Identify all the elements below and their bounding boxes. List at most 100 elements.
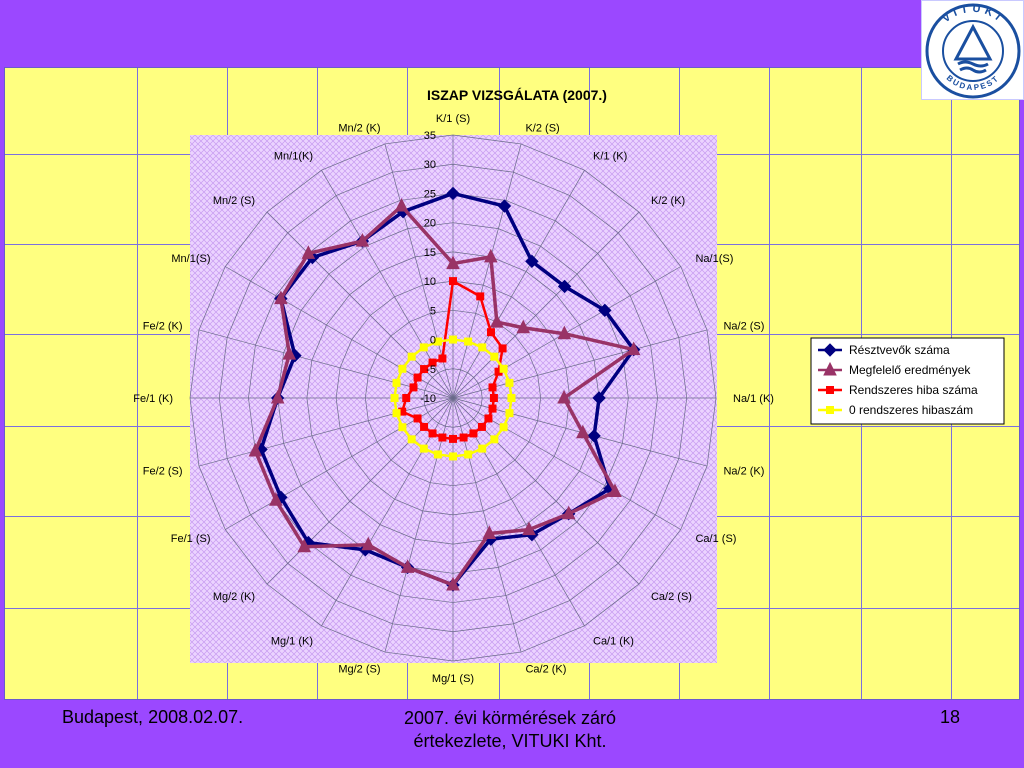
data-point xyxy=(459,433,468,442)
data-point xyxy=(608,483,622,498)
data-point xyxy=(449,335,457,344)
data-point xyxy=(420,422,429,431)
data-point xyxy=(433,450,442,459)
legend-label: Résztvevők száma xyxy=(849,343,950,357)
data-point xyxy=(626,341,641,356)
data-point xyxy=(398,423,407,432)
data-point xyxy=(489,394,498,402)
data-point xyxy=(464,337,473,346)
series-3 xyxy=(390,335,516,461)
data-point xyxy=(478,444,487,453)
data-point xyxy=(428,358,437,367)
radar-spoke xyxy=(452,143,522,399)
data-point xyxy=(449,277,457,286)
r-tick-label: 15 xyxy=(424,247,436,259)
category-label: Fe/1 (S) xyxy=(171,533,211,545)
category-label: Ca/1 (K) xyxy=(593,635,634,647)
r-tick-label: -10 xyxy=(420,393,436,405)
category-label: Mg/2 (K) xyxy=(213,591,255,603)
data-point xyxy=(823,343,837,357)
data-point xyxy=(433,337,442,346)
category-label: Mg/1 (S) xyxy=(432,673,474,685)
data-point xyxy=(400,559,415,573)
data-point xyxy=(361,536,376,551)
category-label: Ca/1 (S) xyxy=(695,533,736,545)
chart-title: ISZAP VIZSGÁLATA (2007.) xyxy=(427,87,607,103)
data-point xyxy=(419,444,428,453)
data-point xyxy=(557,325,572,340)
category-label: Na/1(S) xyxy=(695,253,733,265)
data-point xyxy=(394,197,409,212)
legend-label: Rendszeres hiba száma xyxy=(849,383,978,397)
data-point xyxy=(499,423,508,432)
data-point xyxy=(469,429,478,438)
gridline xyxy=(137,68,138,699)
page-number: 18 xyxy=(940,707,961,727)
category-label: Mn/2 (S) xyxy=(213,195,255,207)
data-point xyxy=(413,373,422,382)
data-point xyxy=(587,429,601,443)
data-point xyxy=(576,424,590,439)
category-label: K/1 (K) xyxy=(593,151,627,163)
category-label: Mg/1 (K) xyxy=(271,635,313,647)
data-point xyxy=(497,199,512,213)
data-point xyxy=(269,492,283,506)
series-2 xyxy=(398,277,507,443)
data-point xyxy=(449,452,457,461)
data-point xyxy=(598,303,612,318)
data-point xyxy=(557,279,572,294)
legend-item: Rendszeres hiba száma xyxy=(818,383,978,397)
legend-item: 0 rendszeres hibaszám xyxy=(818,403,973,417)
legend-label: 0 rendszeres hibaszám xyxy=(849,403,973,417)
r-tick-label: 0 xyxy=(430,335,436,347)
r-tick-label: 30 xyxy=(424,159,436,171)
data-point xyxy=(413,414,422,423)
category-label: Mg/2 (S) xyxy=(338,663,380,675)
data-point xyxy=(826,406,834,414)
data-point xyxy=(488,404,497,413)
category-label: Mn/1(S) xyxy=(171,253,210,265)
footer-date: Budapest, 2008.02.07. xyxy=(62,707,244,727)
radar-spoke xyxy=(452,170,585,399)
data-point xyxy=(282,346,297,360)
legend-item: Megfelelő eredmények xyxy=(818,361,971,377)
category-label: Mn/2 (K) xyxy=(338,123,380,135)
data-point xyxy=(561,505,576,520)
data-point xyxy=(484,248,498,263)
category-label: Na/2 (S) xyxy=(723,321,764,333)
data-point xyxy=(498,344,507,353)
data-point xyxy=(826,386,834,394)
data-point xyxy=(499,364,508,373)
r-tick-label: -5 xyxy=(426,364,436,376)
legend: Résztvevők száma Megfelelő eredmények Rend… xyxy=(810,337,1005,425)
legend-item: Résztvevők száma xyxy=(818,343,950,357)
data-point xyxy=(407,435,416,444)
data-point xyxy=(390,394,399,402)
data-point xyxy=(476,292,485,301)
r-tick-label: 5 xyxy=(430,305,436,317)
category-label: K/2 (S) xyxy=(525,123,559,135)
category-label: Mn/1(K) xyxy=(274,151,313,163)
data-point xyxy=(484,414,493,423)
data-point xyxy=(592,391,606,405)
data-point xyxy=(464,450,473,459)
radar-spoke xyxy=(452,211,640,399)
category-label: Ca/2 (S) xyxy=(651,591,692,603)
data-point xyxy=(248,442,263,457)
data-point xyxy=(409,383,418,392)
footer-title: 2007. évi körmérések záró értekezlete, V… xyxy=(320,707,700,753)
data-point xyxy=(557,389,571,404)
data-point xyxy=(420,365,429,374)
category-label: K/2 (K) xyxy=(651,195,685,207)
category-label: K/1 (S) xyxy=(436,113,470,125)
data-point xyxy=(274,290,288,305)
data-point xyxy=(525,254,539,269)
data-point xyxy=(270,389,285,404)
vituki-emblem-icon: VITUKI BUDAPEST xyxy=(925,3,1021,99)
r-tick-label: 10 xyxy=(424,276,436,288)
series-1 xyxy=(248,197,641,591)
data-point xyxy=(392,409,401,418)
data-point xyxy=(438,354,447,363)
gridline xyxy=(769,68,770,699)
